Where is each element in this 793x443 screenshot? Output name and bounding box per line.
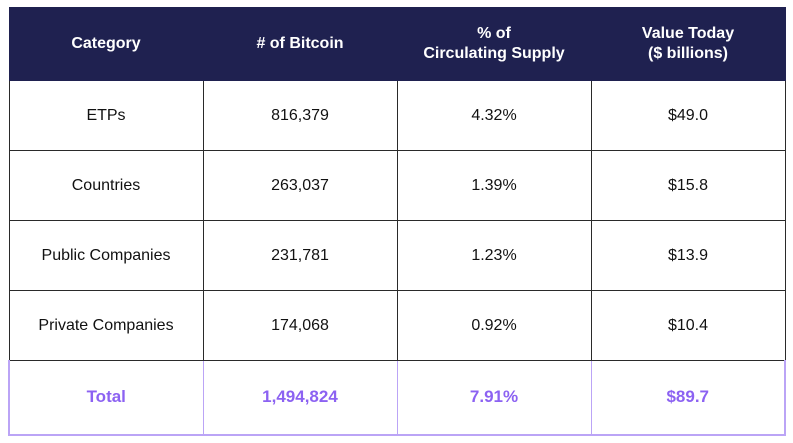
cell-value: $49.0 bbox=[590, 80, 786, 151]
header-category: Category bbox=[8, 7, 204, 81]
cell-value: $10.4 bbox=[590, 290, 786, 361]
bitcoin-holdings-table: Category # of Bitcoin % of Circulating S… bbox=[8, 7, 786, 436]
header-category-label: Category bbox=[71, 35, 141, 52]
header-value: Value Today ($ billions) bbox=[590, 7, 786, 81]
total-value: $89.7 bbox=[590, 360, 786, 436]
table-header-row: Category # of Bitcoin % of Circulating S… bbox=[8, 7, 786, 81]
cell-supply: 0.92% bbox=[396, 290, 592, 361]
cell-bitcoin: 816,379 bbox=[202, 80, 398, 151]
cell-bitcoin: 174,068 bbox=[202, 290, 398, 361]
cell-category: ETPs bbox=[8, 80, 204, 151]
total-bitcoin: 1,494,824 bbox=[202, 360, 398, 436]
table-row: ETPs 816,379 4.32% $49.0 bbox=[8, 80, 786, 151]
cell-category: Public Companies bbox=[8, 220, 204, 291]
header-bitcoin-label: # of Bitcoin bbox=[256, 35, 344, 52]
bitcoin-holdings-table-container: Category # of Bitcoin % of Circulating S… bbox=[8, 7, 786, 436]
total-supply: 7.91% bbox=[396, 360, 592, 436]
cell-supply: 4.32% bbox=[396, 80, 592, 151]
header-supply-line1: % of bbox=[477, 25, 511, 42]
header-supply: % of Circulating Supply bbox=[396, 7, 592, 81]
table-row: Private Companies 174,068 0.92% $10.4 bbox=[8, 290, 786, 361]
cell-supply: 1.23% bbox=[396, 220, 592, 291]
table-total-row: Total 1,494,824 7.91% $89.7 bbox=[8, 360, 786, 436]
header-value-line1: Value Today bbox=[641, 25, 735, 42]
cell-category: Private Companies bbox=[8, 290, 204, 361]
header-value-line2: ($ billions) bbox=[648, 45, 728, 62]
table-row: Countries 263,037 1.39% $15.8 bbox=[8, 150, 786, 221]
cell-value: $15.8 bbox=[590, 150, 786, 221]
cell-category: Countries bbox=[8, 150, 204, 221]
cell-supply: 1.39% bbox=[396, 150, 592, 221]
table-row: Public Companies 231,781 1.23% $13.9 bbox=[8, 220, 786, 291]
header-supply-line2: Circulating Supply bbox=[423, 45, 565, 62]
cell-bitcoin: 263,037 bbox=[202, 150, 398, 221]
total-category: Total bbox=[8, 360, 204, 436]
header-bitcoin: # of Bitcoin bbox=[202, 7, 398, 81]
cell-value: $13.9 bbox=[590, 220, 786, 291]
cell-bitcoin: 231,781 bbox=[202, 220, 398, 291]
